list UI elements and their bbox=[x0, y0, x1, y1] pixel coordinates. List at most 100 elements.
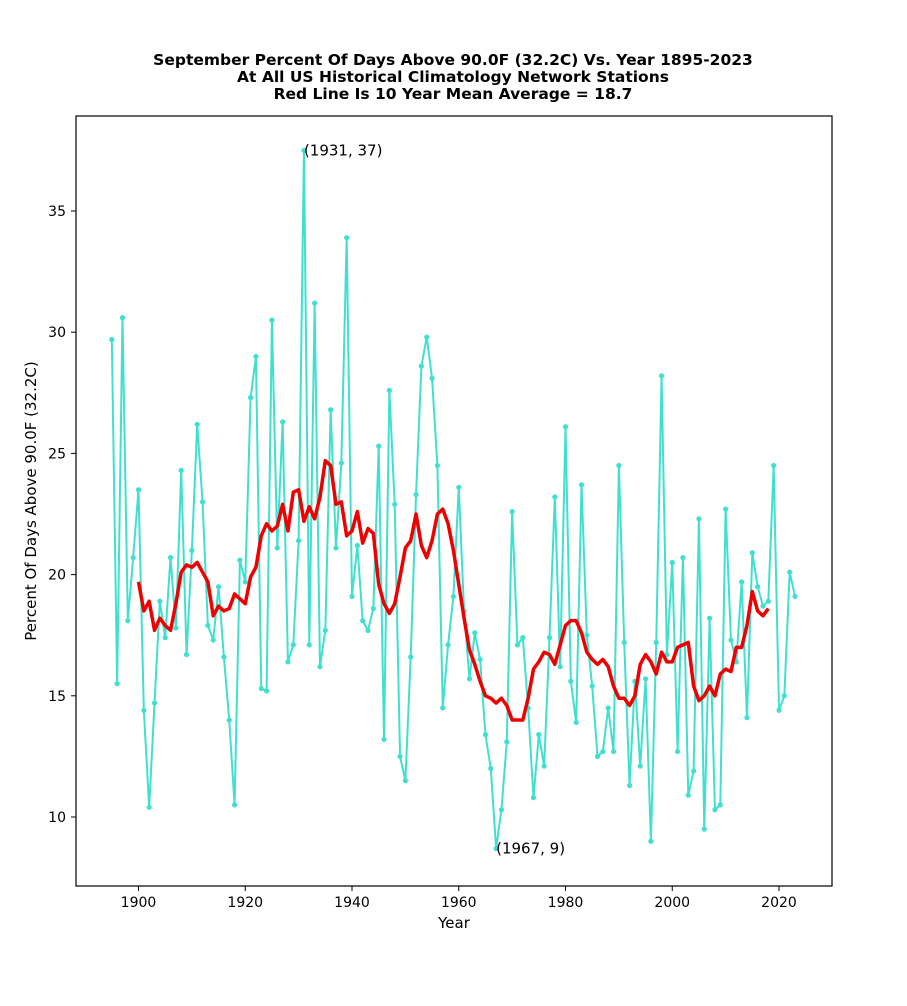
annual-data-point bbox=[488, 765, 494, 772]
y-tick-label: 10 bbox=[48, 810, 66, 826]
annual-data-point bbox=[215, 584, 222, 590]
annual-data-point bbox=[354, 542, 360, 549]
x-tick-label: 1980 bbox=[548, 895, 584, 911]
ten-year-mean-line bbox=[136, 458, 770, 722]
annual-data-point bbox=[626, 782, 633, 789]
annual-data-point bbox=[477, 656, 483, 663]
annual-data-point bbox=[509, 508, 515, 515]
annual-data-point bbox=[749, 550, 755, 556]
annual-data-point bbox=[787, 569, 793, 575]
annual-data-point bbox=[392, 501, 398, 507]
annual-data-point bbox=[183, 651, 190, 658]
annual-data-point bbox=[237, 557, 243, 563]
annual-data-point bbox=[349, 593, 355, 600]
annual-data-point bbox=[333, 545, 339, 551]
annual-data-point bbox=[771, 462, 777, 469]
annual-data-point bbox=[707, 615, 713, 621]
plot-area: (1931, 37) (1967, 9) bbox=[109, 141, 798, 858]
annual-data-point bbox=[157, 598, 163, 604]
annual-data-point bbox=[723, 506, 729, 512]
y-tick-label: 25 bbox=[48, 446, 66, 462]
annual-data-point bbox=[530, 795, 537, 801]
annual-data-point bbox=[365, 627, 371, 633]
annual-data-point bbox=[691, 768, 697, 774]
annual-data-point bbox=[498, 807, 505, 813]
annual-data-point bbox=[701, 826, 707, 832]
x-tick-label: 2020 bbox=[761, 895, 797, 911]
y-tick-label: 20 bbox=[48, 568, 66, 584]
annual-data-point bbox=[653, 639, 659, 646]
chart-title-line-3: Red Line Is 10 Year Mean Average = 18.7 bbox=[274, 85, 633, 103]
annual-data-point bbox=[674, 748, 681, 755]
annual-data-point bbox=[696, 516, 702, 522]
annual-data-point bbox=[397, 753, 403, 760]
x-tick-label: 1940 bbox=[334, 895, 370, 911]
annual-data-point bbox=[445, 642, 451, 648]
annual-data-point bbox=[685, 792, 691, 798]
y-tick-label: 35 bbox=[48, 204, 66, 220]
annual-data-point bbox=[621, 639, 627, 646]
annual-data-point bbox=[130, 555, 136, 561]
annual-data-point bbox=[125, 618, 131, 624]
annual-data-point bbox=[573, 719, 579, 726]
annual-data-point bbox=[728, 637, 734, 643]
annual-data-point bbox=[584, 632, 590, 638]
annual-data-point bbox=[194, 421, 200, 427]
annual-data-point bbox=[504, 739, 510, 745]
x-tick-label: 2000 bbox=[654, 895, 690, 911]
x-tick-label: 1900 bbox=[121, 895, 157, 911]
annual-data-point bbox=[301, 147, 307, 153]
annual-data-point bbox=[141, 707, 147, 713]
annual-data-point bbox=[541, 763, 547, 769]
chart-title-line-1: September Percent Of Days Above 90.0F (3… bbox=[153, 51, 753, 69]
annual-data-point bbox=[285, 659, 291, 665]
annual-data-point bbox=[151, 700, 158, 706]
annual-data-point bbox=[739, 579, 745, 585]
annual-data-point bbox=[434, 462, 440, 469]
annual-data-point bbox=[114, 681, 120, 687]
y-tick-label: 15 bbox=[48, 689, 66, 705]
annual-data-point bbox=[258, 685, 264, 692]
annual-data-point bbox=[642, 676, 649, 682]
annual-data-point bbox=[231, 802, 238, 808]
annual-data-point bbox=[167, 555, 174, 561]
annual-data-point bbox=[290, 642, 296, 648]
annual-data-point bbox=[162, 635, 168, 641]
annual-data-point bbox=[226, 717, 232, 723]
annual-data-point bbox=[221, 654, 227, 660]
annual-data-point bbox=[269, 317, 275, 323]
annual-data-point bbox=[253, 353, 259, 360]
annual-data-point bbox=[119, 315, 126, 321]
annual-data-point bbox=[637, 763, 643, 769]
annual-data-point bbox=[317, 664, 323, 670]
annual-data-point bbox=[781, 693, 787, 699]
annual-data-point bbox=[264, 688, 270, 694]
annual-data-point bbox=[594, 753, 601, 760]
axes-frame bbox=[75, 115, 833, 887]
annual-data-point bbox=[600, 748, 606, 755]
annual-data-point bbox=[755, 584, 761, 590]
annual-data-point bbox=[280, 419, 286, 425]
annual-data-point bbox=[658, 373, 665, 379]
annual-data-point bbox=[776, 707, 782, 713]
point-annotation: (1967, 9) bbox=[496, 840, 565, 858]
annual-data-point bbox=[578, 482, 585, 488]
annual-data-point bbox=[413, 492, 419, 498]
y-tick-label: 30 bbox=[48, 325, 66, 341]
annual-data-point bbox=[536, 731, 542, 738]
annual-data-point bbox=[376, 443, 382, 449]
annual-data-point bbox=[189, 547, 195, 553]
annual-data-point bbox=[274, 545, 280, 551]
annual-data-point bbox=[765, 598, 771, 604]
annual-data-point bbox=[328, 407, 334, 413]
annual-data-point bbox=[109, 336, 115, 343]
annual-data-point bbox=[466, 676, 473, 682]
annual-data-point bbox=[792, 593, 798, 600]
annual-data-point bbox=[717, 802, 723, 808]
annual-data-point bbox=[205, 622, 211, 629]
annual-data-point bbox=[418, 363, 424, 369]
annual-data-point bbox=[173, 625, 179, 631]
annual-data-point bbox=[424, 334, 430, 340]
